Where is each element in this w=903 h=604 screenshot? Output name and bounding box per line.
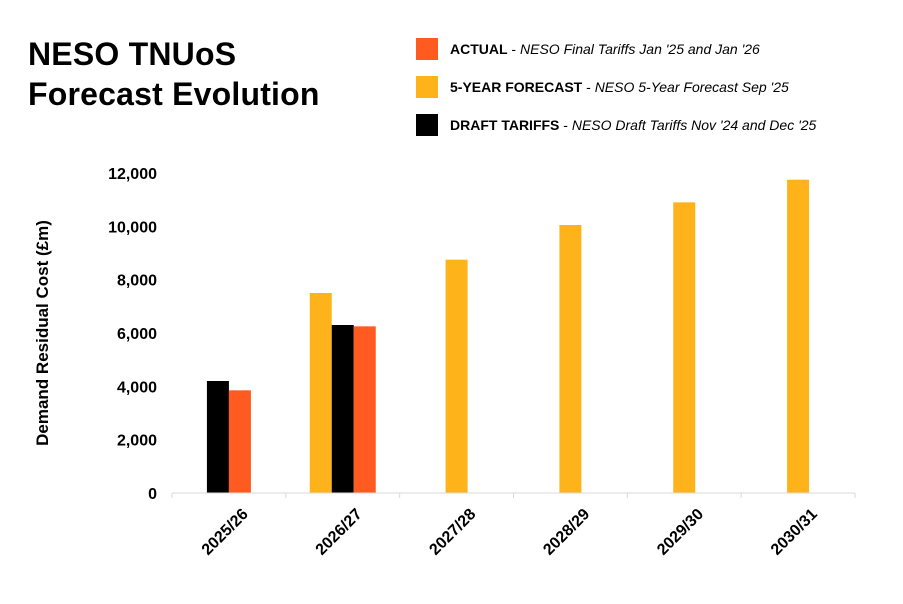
x-tick-label-2027-28: 2027/28 [426, 506, 479, 559]
legend-name-actual: ACTUAL [450, 41, 508, 57]
chart-title-line-1: NESO TNUoS [28, 36, 237, 72]
bar-draft-tariffs-2025-26 [206, 381, 229, 493]
y-tick-label-8000: 8,000 [117, 273, 157, 290]
bar-actual-2026-27 [353, 326, 376, 493]
bar-5-year-forecast-2030-31 [787, 179, 810, 493]
y-tick-label-4000: 4,000 [117, 379, 157, 396]
legend-desc-draft: NESO Draft Tariffs Nov '24 and Dec '25 [571, 117, 817, 133]
legend-desc-actual: NESO Final Tariffs Jan '25 and Jan '26 [520, 41, 760, 57]
bar-draft-tariffs-2026-27 [331, 325, 354, 493]
bar-5-year-forecast-2026-27 [309, 293, 332, 493]
y-tick-label-2000: 2,000 [117, 433, 157, 450]
x-tick-label-2028-29: 2028/29 [540, 506, 593, 559]
bar-5-year-forecast-2028-29 [559, 225, 582, 493]
y-tick-label-12000: 12,000 [108, 166, 157, 183]
legend-name-forecast: 5-YEAR FORECAST [450, 79, 583, 95]
y-tick-label-6000: 6,000 [117, 326, 157, 343]
legend-swatch-draft [416, 114, 438, 136]
x-tick-label-2030-31: 2030/31 [768, 506, 821, 559]
legend-text-draft: DRAFT TARIFFS - NESO Draft Tariffs Nov '… [450, 117, 817, 133]
y-tick-label-10000: 10,000 [108, 219, 157, 236]
bar-5-year-forecast-2029-30 [673, 202, 696, 494]
y-axis-title: Demand Residual Cost (£m) [33, 220, 52, 446]
bar-actual-2025-26 [228, 390, 251, 493]
bar-5-year-forecast-2027-28 [445, 259, 468, 493]
x-tick-label-2026-27: 2026/27 [313, 506, 366, 559]
legend-text-actual: ACTUAL - NESO Final Tariffs Jan '25 and … [450, 41, 760, 57]
chart-title-line-2: Forecast Evolution [28, 76, 320, 112]
legend-text-forecast: 5-YEAR FORECAST - NESO 5-Year Forecast S… [450, 79, 789, 95]
legend-swatch-actual [416, 38, 438, 60]
chart-title: NESO TNUoS Forecast Evolution [28, 34, 320, 114]
x-tick-label-2029-30: 2029/30 [654, 506, 707, 559]
x-tick-label-2025-26: 2025/26 [199, 506, 252, 559]
legend-name-draft: DRAFT TARIFFS [450, 117, 560, 133]
legend-swatch-forecast [416, 76, 438, 98]
y-tick-label-0: 0 [148, 486, 157, 503]
legend-desc-forecast: NESO 5-Year Forecast Sep '25 [594, 79, 789, 95]
